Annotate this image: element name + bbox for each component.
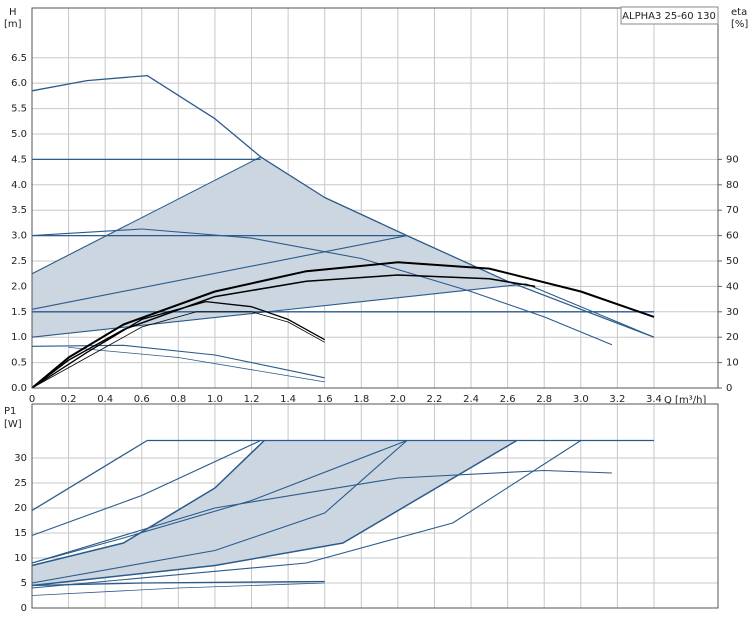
x-tick-label: 0.8 — [170, 394, 186, 405]
y-tick-label: 0.5 — [11, 358, 27, 369]
y2-tick-label: 90 — [726, 154, 739, 165]
y-axis-unit: [m] — [4, 19, 22, 30]
y2-tick-label: 10 — [726, 358, 739, 369]
x-tick-label: 3.2 — [609, 394, 625, 405]
x-tick-label: 1.4 — [280, 394, 296, 405]
y2-tick-label: 0 — [726, 383, 732, 394]
x-tick-label: 2.6 — [500, 394, 516, 405]
y-tick-label: 2.0 — [11, 281, 27, 292]
y2-tick-label: 60 — [726, 231, 739, 242]
y-tick-label: 5 — [21, 578, 27, 589]
y-tick-label: 4.0 — [11, 180, 27, 191]
x-tick-label: 1.6 — [317, 394, 333, 405]
y2-tick-label: 80 — [726, 180, 739, 191]
x-tick-label: 1.0 — [207, 394, 223, 405]
y-tick-label: 5.0 — [11, 129, 27, 140]
pump-curve — [31, 469, 612, 564]
y-tick-label: 1.0 — [11, 332, 27, 343]
y-tick-label: 5.5 — [11, 104, 27, 115]
y-tick-label: 20 — [14, 503, 27, 514]
x-tick-label: 1.8 — [353, 394, 369, 405]
y-tick-label: 4.5 — [11, 154, 27, 165]
pump-curve — [68, 347, 325, 383]
y-tick-label: 0 — [21, 603, 27, 614]
y-tick-label: 1.5 — [11, 307, 27, 318]
y2-tick-label: 70 — [726, 205, 739, 216]
x-tick-label: 3.0 — [573, 394, 589, 405]
y-tick-label: 2.5 — [11, 256, 27, 267]
y-tick-label: 0.0 — [11, 383, 27, 394]
title-box — [620, 6, 719, 25]
x-tick-label: 0.6 — [134, 394, 150, 405]
x-tick-label: 2.8 — [536, 394, 552, 405]
operating-area — [32, 156, 526, 338]
y2-axis-unit: [%] — [731, 19, 748, 30]
pump-curve — [31, 440, 408, 584]
pump-curve — [31, 235, 408, 310]
y-tick-label: 3.0 — [11, 231, 27, 242]
y-axis-label: P1 — [4, 406, 16, 417]
efficiency-curve — [31, 311, 325, 389]
y-axis-unit: [W] — [4, 419, 22, 430]
y-tick-label: 6.5 — [11, 53, 27, 64]
pump-curve — [31, 156, 261, 275]
pump-curve — [31, 283, 655, 338]
efficiency-curve — [31, 300, 326, 389]
pump-curve — [31, 74, 655, 338]
y-axis-label: H — [9, 7, 17, 18]
x-tick-label: 3.4 — [646, 394, 662, 405]
y-tick-label: 3.5 — [11, 205, 27, 216]
pump-curve — [31, 439, 654, 512]
y2-axis-label: eta — [731, 7, 747, 18]
efficiency-curve — [31, 274, 536, 389]
pump-curve — [31, 440, 261, 537]
y-tick-label: 30 — [14, 453, 27, 464]
plot-frame — [31, 403, 719, 609]
pump-curve — [31, 439, 408, 564]
x-tick-label: 1.2 — [244, 394, 260, 405]
y2-tick-label: 40 — [726, 281, 739, 292]
y2-tick-label: 50 — [726, 256, 739, 267]
y2-tick-label: 20 — [726, 332, 739, 343]
operating-area — [32, 440, 517, 586]
efficiency-curve — [31, 261, 655, 389]
y-tick-label: 6.0 — [11, 78, 27, 89]
pump-curve — [31, 439, 265, 567]
x-tick-label: 2.0 — [390, 394, 406, 405]
y-tick-label: 15 — [14, 528, 27, 539]
y-tick-label: 25 — [14, 478, 27, 489]
pump-curve — [31, 580, 325, 587]
x-axis-label: Q [m³/h] — [664, 395, 706, 406]
y2-tick-label: 30 — [726, 307, 739, 318]
pump-curve — [31, 440, 582, 589]
x-tick-label: 0.4 — [97, 394, 113, 405]
x-tick-label: 0 — [29, 394, 35, 405]
x-tick-label: 0.2 — [61, 394, 77, 405]
x-tick-label: 2.2 — [427, 394, 443, 405]
chart-title: ALPHA3 25-60 130 — [622, 11, 716, 22]
x-tick-label: 2.4 — [463, 394, 479, 405]
pump-curve — [31, 582, 325, 596]
pump-curve — [31, 228, 613, 346]
pump-curve — [31, 344, 325, 379]
y-tick-label: 10 — [14, 553, 27, 564]
plot-frame — [31, 7, 719, 389]
pump-curve — [31, 439, 518, 587]
